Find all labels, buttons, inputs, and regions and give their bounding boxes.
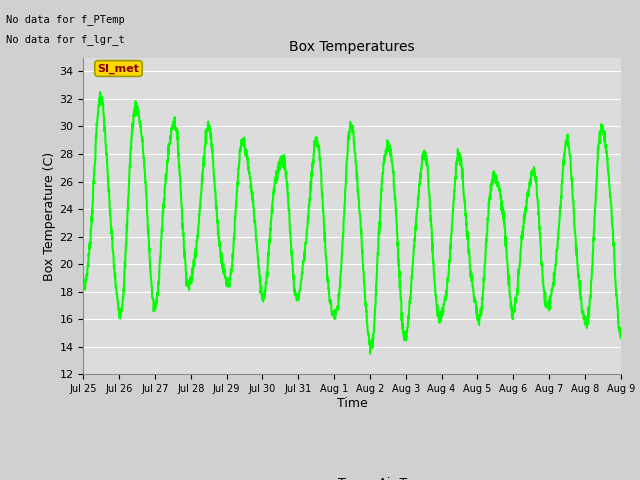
Title: Box Temperatures: Box Temperatures [289,40,415,54]
X-axis label: Time: Time [337,397,367,410]
Text: No data for f_PTemp: No data for f_PTemp [6,14,125,25]
Legend: Tower Air T: Tower Air T [292,472,412,480]
Y-axis label: Box Temperature (C): Box Temperature (C) [44,151,56,281]
Text: SI_met: SI_met [97,63,140,73]
Text: No data for f_lgr_t: No data for f_lgr_t [6,34,125,45]
